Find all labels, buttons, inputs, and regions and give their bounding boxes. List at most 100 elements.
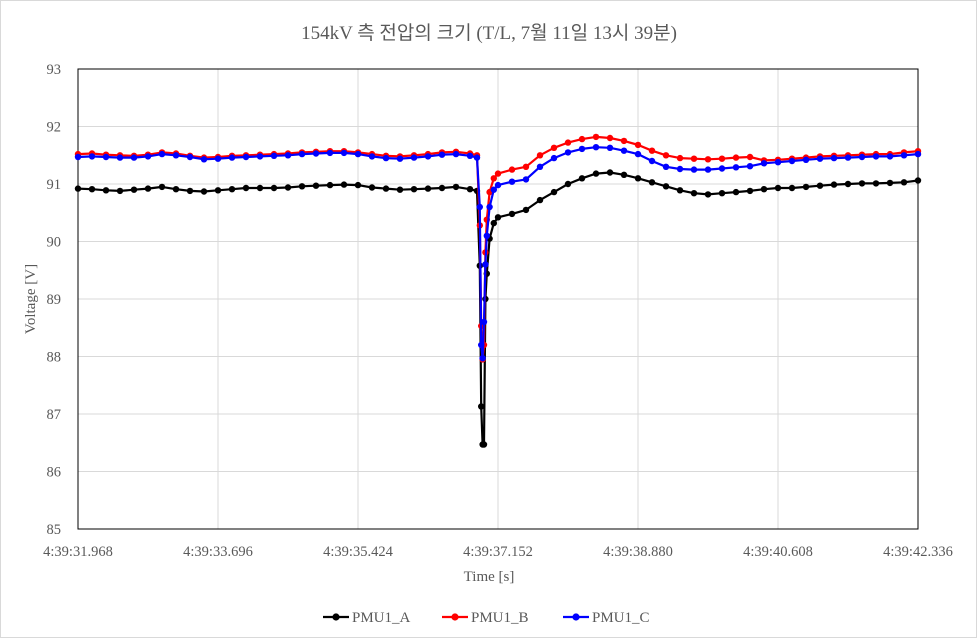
data-point [284,184,292,191]
data-point [494,170,502,177]
data-point [382,185,390,192]
data-point [200,156,208,163]
data-point [424,153,432,160]
data-point [620,137,628,145]
data-point [298,183,306,190]
data-point [438,184,446,192]
data-point [872,153,880,160]
data-point [494,214,502,221]
data-point [490,175,497,182]
data-point [676,165,684,173]
data-point [746,153,754,161]
data-point [172,152,180,159]
data-point [522,206,530,214]
data-point [858,153,866,161]
series-pmu1-c [74,144,922,362]
data-point [900,179,908,186]
data-point [214,155,222,162]
data-point [340,181,348,188]
data-point [550,144,558,151]
data-point [732,154,740,161]
data-point [88,153,96,160]
data-point [634,141,642,149]
data-point [326,149,334,157]
data-point [270,184,278,192]
data-point [620,171,628,178]
data-point [228,186,236,193]
data-point [74,153,82,161]
data-point [158,183,166,191]
data-point [326,181,334,189]
data-point [746,163,754,170]
legend-label: PMU1_A [352,610,411,626]
data-point [690,155,698,162]
data-point [396,186,404,193]
data-point [452,183,460,191]
data-point [536,152,544,159]
y-axis-ticks: 85 86 87 88 89 90 91 92 93 [47,62,62,538]
legend-item-pmu1-b: PMU1_B [442,610,529,626]
data-point [130,154,138,161]
data-point [774,184,782,192]
data-point [284,152,292,159]
y-tick-label: 90 [47,235,62,251]
data-point [704,166,712,173]
data-point [486,203,493,211]
data-point [886,153,894,160]
x-tick-label: 4:39:37.152 [463,544,533,560]
x-tick-label: 4:39:40.608 [743,544,813,560]
data-point [634,150,642,158]
data-point [662,183,670,190]
legend-item-pmu1-c: PMU1_C [563,610,650,626]
data-point [788,157,796,165]
data-point [606,169,614,176]
data-point [480,318,488,326]
data-point [830,181,838,188]
y-tick-label: 87 [47,407,62,423]
data-point [858,180,866,187]
data-point [592,133,600,141]
y-tick-label: 91 [47,177,62,193]
data-point [340,149,348,157]
data-point [270,152,278,159]
data-point [732,164,740,171]
series-lines [74,133,922,448]
data-point [718,190,726,197]
data-point [494,181,502,189]
data-point [690,166,698,173]
data-point [718,155,726,162]
data-point [410,154,418,161]
data-point [74,185,82,192]
x-tick-label: 4:39:42.336 [883,544,953,560]
x-axis-ticks: 4:39:31.968 4:39:33.696 4:39:35.424 4:39:37… [43,544,953,560]
chart-title: 154kV 측 전압의 크기 (T/L, 7월 11일 13시 39분) [301,22,677,44]
data-point [564,149,572,156]
data-point [466,186,474,193]
data-point [102,153,110,161]
data-point [158,150,166,158]
data-point [382,154,390,162]
data-point [802,183,810,191]
data-point [508,210,516,218]
data-point [144,153,152,160]
data-point [592,170,600,177]
data-point [368,184,376,191]
legend-label: PMU1_B [471,610,529,626]
data-point [172,186,180,193]
data-point [886,179,894,187]
data-point [368,153,376,160]
data-point [452,150,460,158]
data-point [774,159,782,166]
data-point [144,185,152,192]
data-point [410,186,418,193]
data-point [634,175,642,182]
legend-label: PMU1_C [592,610,650,626]
data-point [844,180,852,188]
data-point [718,165,726,172]
data-point [490,219,497,227]
legend-marker [332,613,340,621]
data-point [746,187,754,195]
data-point [900,152,908,159]
